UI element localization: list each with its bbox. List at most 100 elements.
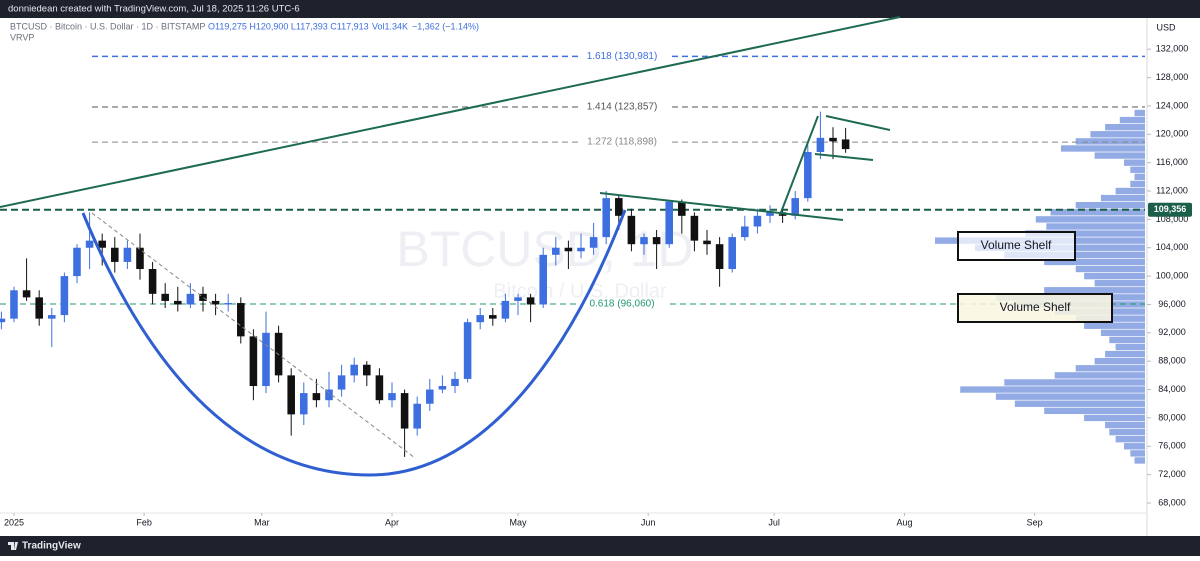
candle-body: [123, 247, 132, 262]
candle-body: [186, 293, 195, 305]
volume-profile-bar: [1134, 173, 1145, 181]
volume-profile-bar: [1050, 209, 1145, 216]
candle-body: [766, 212, 774, 216]
candle-body: [325, 389, 333, 401]
volume-profile-bar: [1100, 329, 1145, 337]
candle-body: [48, 315, 56, 319]
candle-body: [678, 201, 686, 216]
candle-body: [224, 303, 232, 305]
volume-profile-bar: [1014, 400, 1145, 407]
candle-body: [627, 215, 636, 245]
candle-body: [438, 386, 447, 390]
candle-body: [728, 237, 736, 270]
candle-body: [829, 137, 837, 142]
y-tick-label: 68,000: [1158, 497, 1186, 507]
candle-body: [174, 300, 182, 305]
symbol: BTCUSD · Bitcoin · U.S. Dollar · 1D · BI…: [10, 21, 205, 31]
candle-body: [451, 378, 459, 387]
y-tick-label: 96,000: [1158, 299, 1186, 309]
change: −1,362 (−1.14%): [412, 21, 479, 31]
price-badge: [1148, 202, 1192, 217]
volume-profile-bar: [1044, 287, 1145, 294]
volume-profile-bar: [1109, 336, 1145, 344]
volume-profile-bar: [1124, 159, 1145, 166]
candle-body: [111, 247, 119, 262]
y-tick-label: 104,000: [1156, 242, 1189, 252]
volume-profile-bar: [1075, 265, 1145, 273]
candle-body: [552, 247, 560, 255]
candle-body: [426, 389, 434, 404]
candle-body: [703, 240, 711, 245]
volume-profile-bar: [1115, 435, 1145, 443]
candle-body: [413, 403, 421, 429]
volume-profile-bar: [1035, 216, 1145, 223]
fib-label: 1.618 (130,981): [587, 51, 658, 62]
y-tick-label: 124,000: [1156, 100, 1189, 110]
candle-body: [22, 290, 31, 298]
candle-body: [753, 215, 762, 227]
candle-body: [375, 375, 384, 401]
y-tick-label: 100,000: [1156, 270, 1189, 280]
volume-profile-bar: [1075, 201, 1145, 209]
candle-body: [400, 393, 409, 429]
volume-profile-bar: [1119, 116, 1145, 124]
volume-profile-bar: [1054, 372, 1145, 379]
candle-body: [690, 215, 699, 241]
volume-profile-bar: [1124, 443, 1145, 450]
candle-body: [804, 152, 812, 199]
x-tick-label: Jun: [641, 517, 656, 527]
candle-body: [589, 237, 598, 248]
x-tick-label: May: [509, 517, 527, 527]
candle-body: [60, 276, 69, 316]
volume-profile-bar: [1100, 194, 1145, 202]
candle-body: [98, 240, 106, 248]
candle-body: [791, 198, 799, 216]
candle-body: [287, 375, 295, 415]
candle-body: [715, 244, 724, 270]
candle-body: [363, 364, 371, 376]
volume-profile-bar: [1084, 322, 1145, 329]
volume-profile-bar: [1075, 365, 1145, 372]
volume: Vol1.34K: [372, 21, 408, 31]
candle-body: [0, 318, 6, 323]
candle-body: [652, 237, 661, 245]
fib-label: 1.414 (123,857): [587, 102, 658, 113]
volume-profile-bar: [995, 393, 1145, 400]
trendline: [825, 115, 891, 131]
candle-body: [463, 322, 472, 379]
y-tick-label: 88,000: [1158, 356, 1186, 366]
currency: USD: [1156, 22, 1176, 32]
candle-body: [476, 315, 484, 323]
volume-profile-bar: [1046, 223, 1145, 230]
candle-body: [741, 226, 749, 238]
volume-profile-bar: [1115, 187, 1145, 195]
volume-profile-bar: [1004, 379, 1145, 386]
candle-body: [841, 139, 850, 150]
x-tick-label: Apr: [385, 517, 399, 527]
trendline: [91, 212, 416, 459]
volume-profile-bar: [1094, 357, 1145, 365]
fib-label: 0.618 (96,060): [589, 299, 654, 310]
fib-label-bg: [578, 50, 668, 63]
candle-body: [262, 332, 270, 387]
cup-curve: [81, 209, 627, 477]
volume-profile-bar: [1130, 180, 1145, 188]
volume-profile-bar: [1044, 258, 1145, 266]
volume-profile-bar: [1134, 457, 1145, 464]
candle-body: [161, 293, 169, 301]
y-tick-label: 132,000: [1156, 44, 1189, 54]
candle-body: [577, 247, 585, 252]
x-tick-label: 2025: [4, 517, 24, 527]
candle-body: [249, 336, 258, 387]
candle-body: [73, 247, 81, 277]
volume-profile-bar: [1094, 152, 1145, 159]
x-tick-label: Sep: [1027, 517, 1043, 527]
candle-body: [602, 198, 610, 238]
candle-body: [514, 297, 522, 301]
candle-body: [136, 247, 144, 270]
x-tick-label: Jul: [768, 517, 780, 527]
y-tick-label: 120,000: [1156, 129, 1189, 139]
fib-label-bg: [578, 100, 668, 113]
candle-body: [148, 269, 157, 294]
trendline: [599, 192, 844, 221]
